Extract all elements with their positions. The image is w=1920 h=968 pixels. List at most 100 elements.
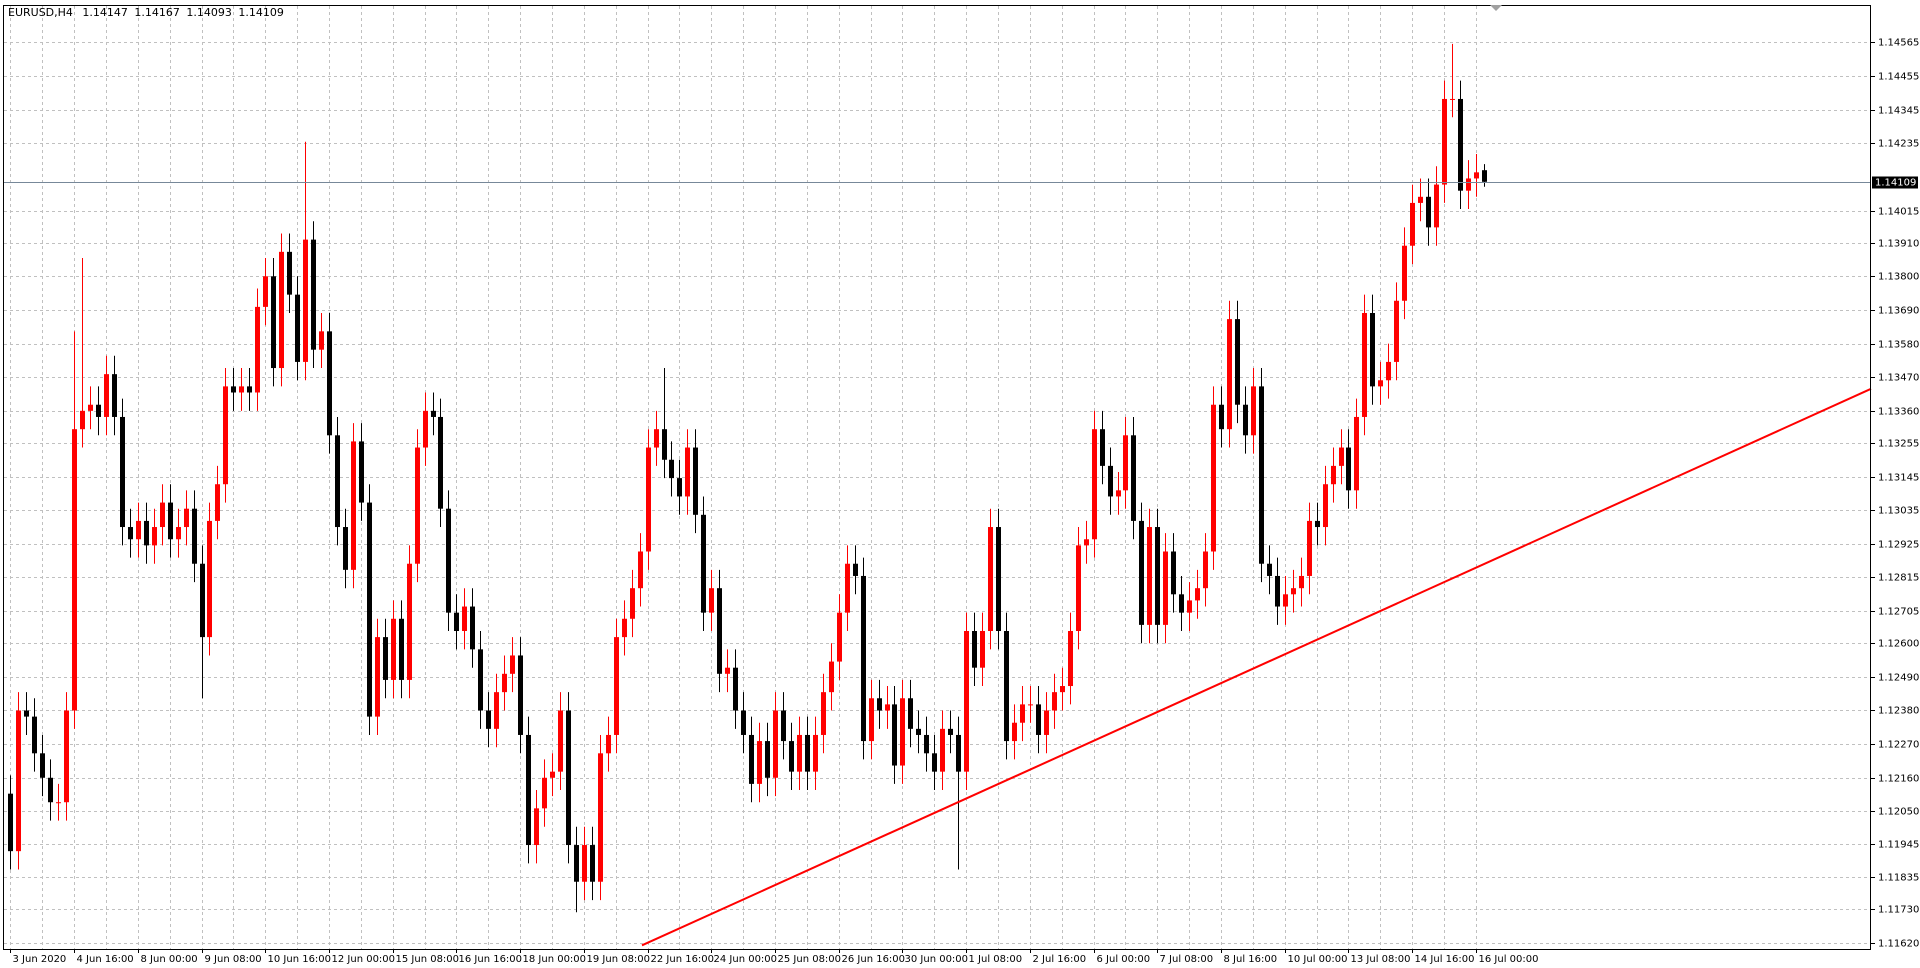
x-tick-label: 12 Jun 00:00 [332,954,396,965]
candle-body [908,698,913,729]
candle-body [200,563,205,638]
candle-body [709,588,714,613]
candle-body [1378,380,1383,387]
candle-body [1036,704,1041,735]
candle-body [40,753,45,778]
x-tick-label: 18 Jun 00:00 [523,954,587,965]
candle-body [1370,312,1375,387]
candle-body [478,649,483,711]
candle-body [1418,196,1423,203]
x-tick-label: 22 Jun 16:00 [651,954,715,965]
x-tick-label: 9 Jun 08:00 [205,954,262,965]
candle-body [1466,178,1471,191]
candle-body [1179,594,1184,613]
candle-body [1275,575,1280,607]
candle-body [64,710,69,803]
candle-body [1426,196,1431,228]
candle-body [773,710,778,778]
price-label-box [1872,176,1918,189]
y-tick-label: 1.12490 [1878,673,1919,684]
header-open: 1.14147 [82,6,128,19]
candle-body [606,734,611,754]
candle-body [8,793,13,852]
candle-body [805,734,810,772]
candle-body [231,386,236,393]
candle-body [32,716,37,754]
candle-body [940,728,945,772]
candle-body [853,563,858,576]
candle-body [1219,404,1224,430]
candle-body [677,478,682,497]
candle-body [24,710,29,717]
x-tick-label: 24 Jun 00:00 [714,954,778,965]
candle-body [415,447,420,564]
candle-body [1362,312,1367,417]
candle-body [518,655,523,735]
y-tick-label: 1.12815 [1878,573,1919,584]
y-tick-label: 1.13145 [1878,473,1919,484]
candle-body [717,588,722,674]
candle-body [1092,429,1097,540]
candle-body [120,416,125,528]
candle-body [1171,551,1176,595]
candle-body [1060,686,1065,693]
y-tick-label: 1.13255 [1878,439,1919,450]
candle-body [980,630,985,668]
candle-body [1386,361,1391,381]
x-tick-label: 6 Jul 00:00 [1097,954,1151,965]
candle-body [932,753,937,772]
candle-body [1052,692,1057,711]
candle-body [1163,551,1168,625]
candle-body [526,734,531,846]
candle-body [1012,722,1017,742]
y-tick-label: 1.13035 [1878,506,1919,517]
candle-body [462,606,467,631]
candle-body [399,618,404,680]
candle-body [757,741,762,784]
header-high: 1.14167 [134,6,180,19]
candle-body [407,563,412,680]
candle-body [1123,435,1128,491]
candle-body [1458,98,1463,191]
x-tick-label: 2 Jul 16:00 [1033,954,1087,965]
candle-body [431,410,436,417]
y-tick-label: 1.12600 [1878,639,1919,650]
candle-body [781,710,786,742]
candle-body [542,777,547,809]
candle-body [446,508,451,613]
candle-body [1004,630,1009,742]
candle-body [1442,98,1447,185]
candle-body [303,239,308,362]
candle-body [662,429,667,460]
candle-body [1434,184,1439,228]
candle-body [813,734,818,772]
candle-body [343,527,348,570]
candle-body [1346,447,1351,491]
candle-body [1068,630,1073,687]
candle-body [1291,588,1296,595]
candle-body [1155,527,1160,625]
candle-body [693,447,698,515]
candle-body [1147,527,1152,625]
candle-body [1139,520,1144,625]
y-tick-label: 1.13800 [1878,272,1919,283]
y-tick-label: 1.13690 [1878,306,1919,317]
candle-body [1482,170,1487,182]
candle-body [1299,575,1304,589]
candle-body [1235,319,1240,405]
candle-body [948,728,953,735]
candle-body [630,588,635,619]
candle-body [1227,319,1232,430]
x-tick-label: 3 Jun 2020 [13,954,67,965]
candle-body [916,728,921,735]
y-tick-label: 1.13910 [1878,239,1919,250]
candle-body [16,710,21,852]
candle-body [327,331,332,436]
y-tick-label: 1.11945 [1878,840,1919,851]
overlays: 1.14109 [4,176,1918,947]
candle-body [454,612,459,631]
candle-body [287,251,292,295]
header-close: 1.14109 [238,6,284,19]
candle-body [566,710,571,846]
